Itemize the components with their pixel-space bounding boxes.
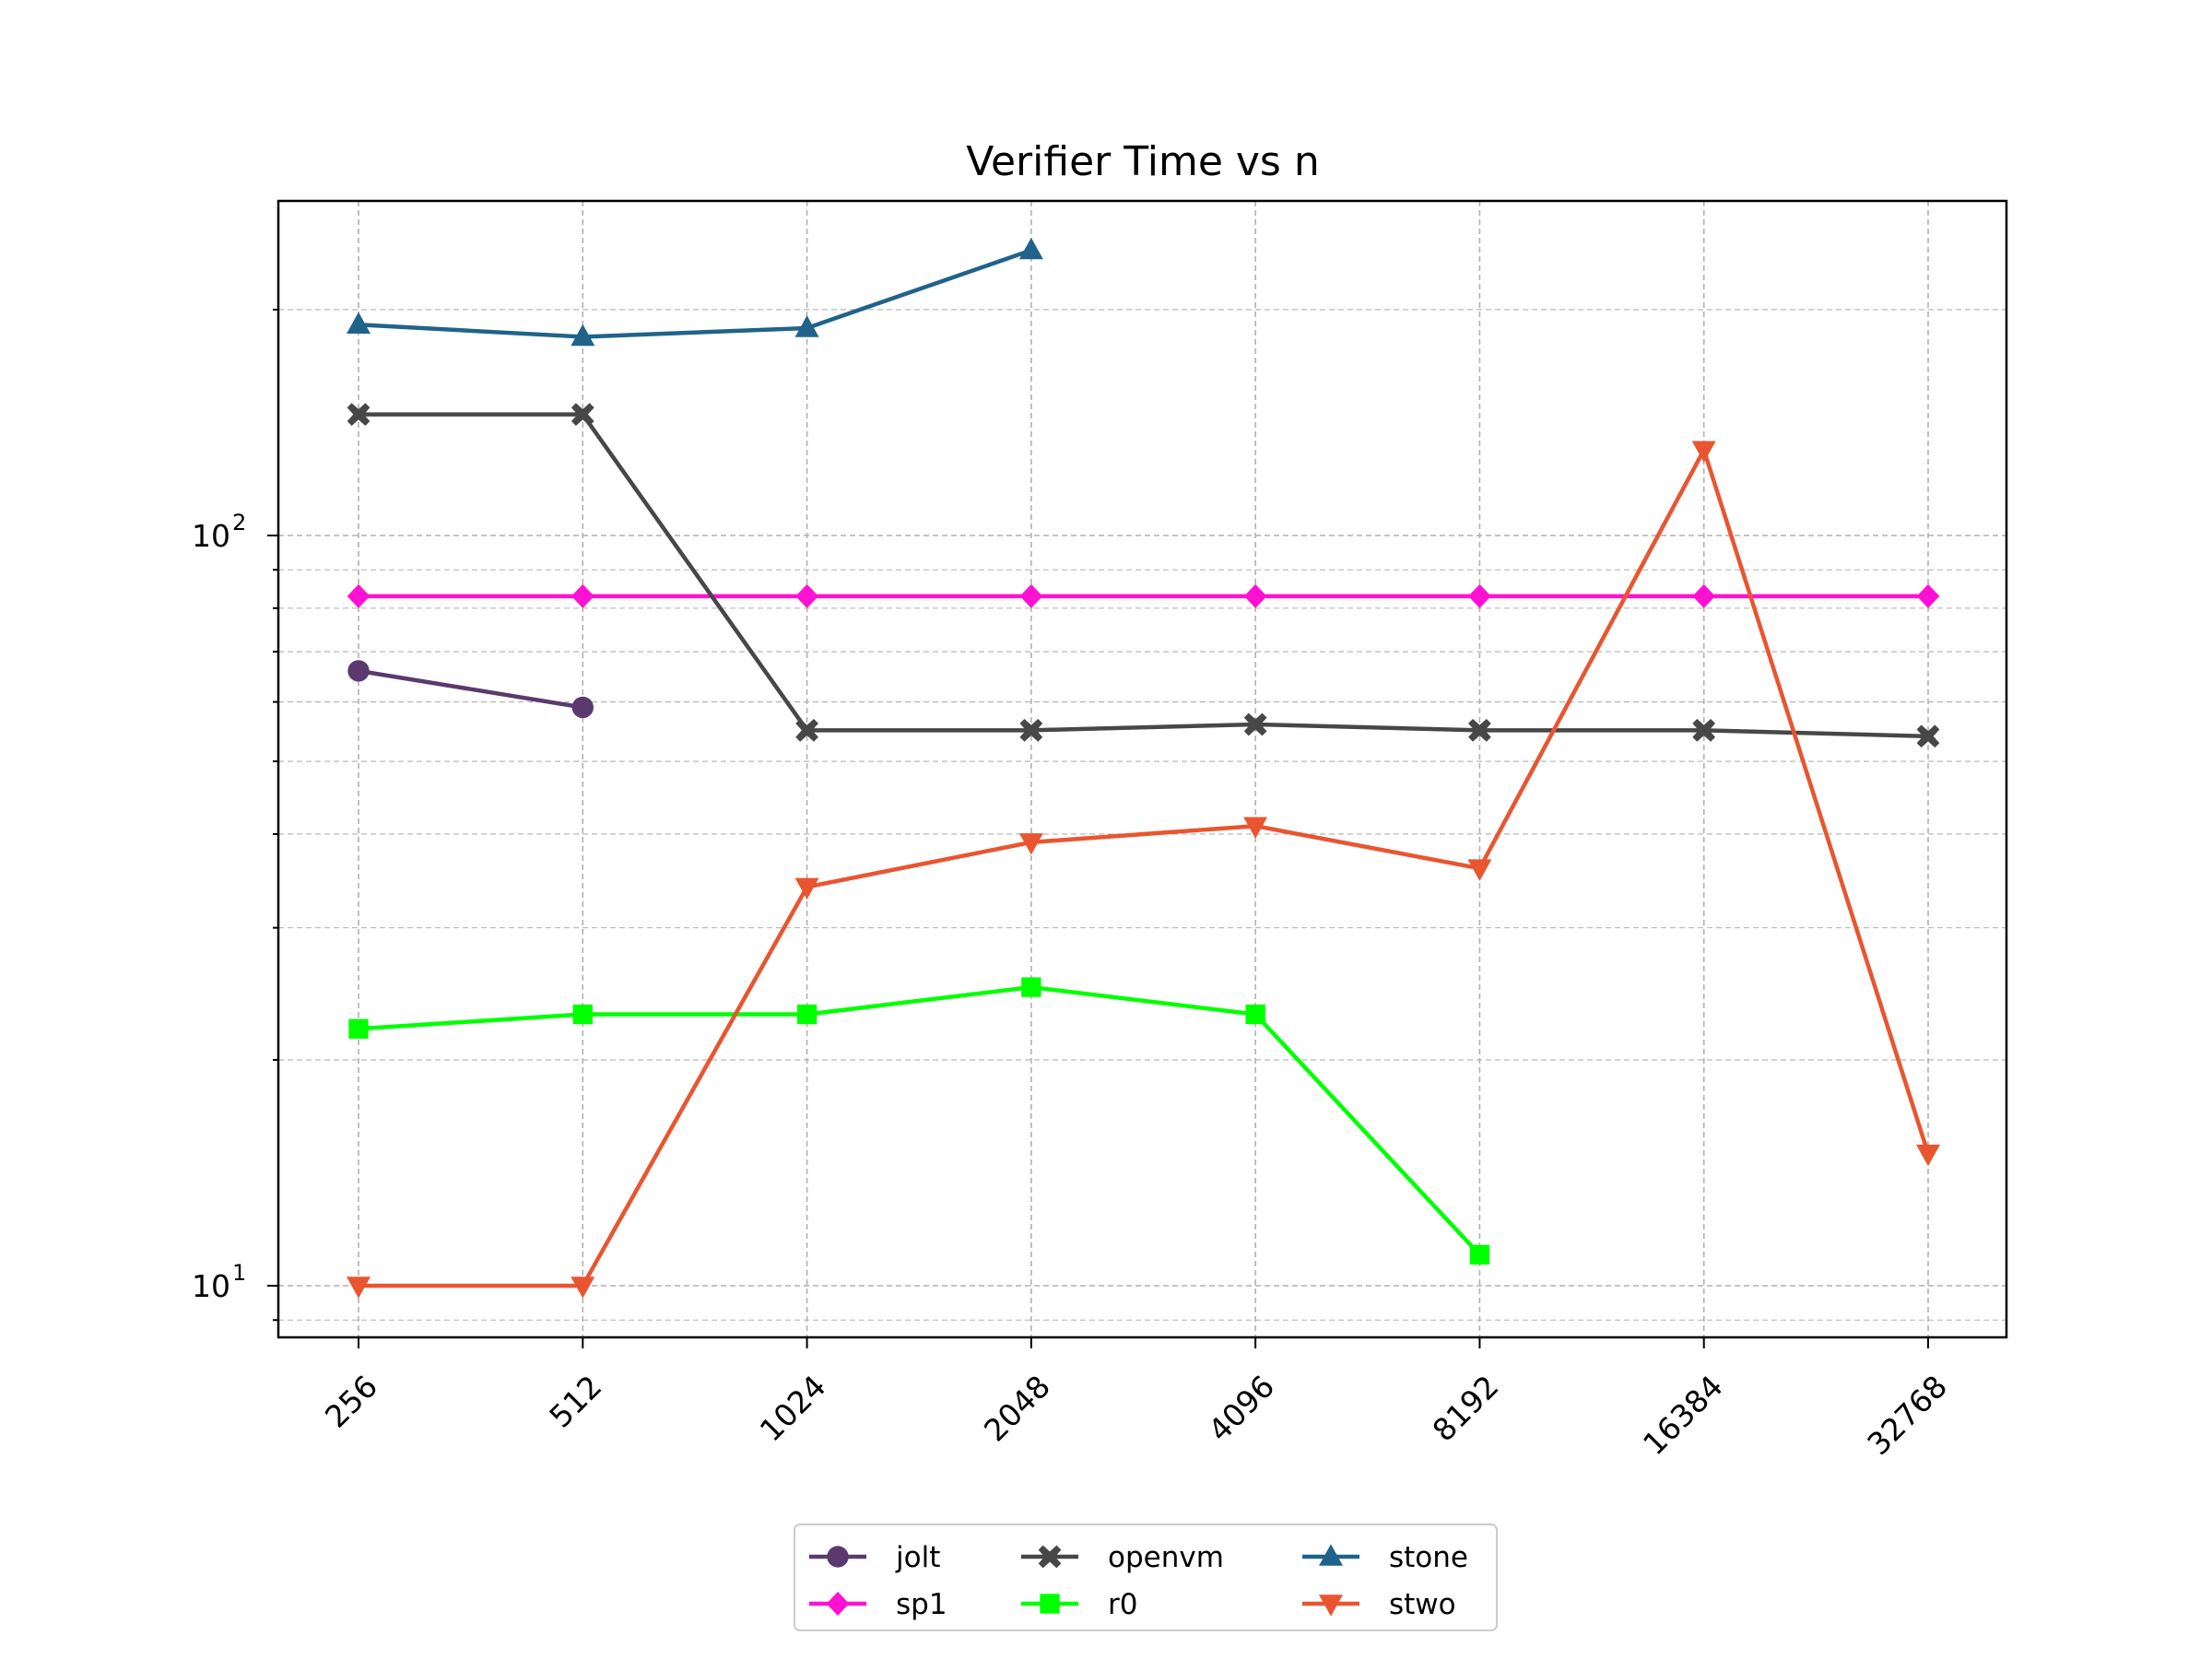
x-tick-label: 2048 bbox=[977, 1369, 1057, 1449]
series-stwo bbox=[347, 441, 1940, 1299]
legend-marker-openvm bbox=[1038, 1545, 1062, 1569]
data-point-r0 bbox=[1245, 1004, 1265, 1025]
data-point-openvm bbox=[1019, 718, 1043, 742]
series-line-stone bbox=[358, 248, 1032, 339]
legend-item-openvm: openvm bbox=[1021, 1541, 1224, 1574]
data-point-stwo bbox=[794, 877, 819, 900]
data-point-sp1 bbox=[571, 583, 594, 608]
data-point-r0 bbox=[572, 1004, 593, 1025]
x-tick-label: 1024 bbox=[753, 1369, 833, 1449]
legend-label: r0 bbox=[1108, 1588, 1137, 1621]
x-tick-label: 8192 bbox=[1426, 1369, 1506, 1449]
data-point-openvm bbox=[1692, 718, 1716, 742]
legend-label: jolt bbox=[895, 1541, 940, 1574]
x-tick-label: 32768 bbox=[1860, 1369, 1954, 1463]
y-tick-label: 10 bbox=[192, 518, 230, 554]
legend-label: stwo bbox=[1389, 1588, 1456, 1621]
data-point-stwo bbox=[1916, 1144, 1940, 1167]
data-point-openvm bbox=[1916, 724, 1940, 748]
series-sp1 bbox=[347, 583, 1940, 608]
legend: jolt sp1 openvm r0 stone stwo bbox=[794, 1524, 1498, 1631]
legend-item-r0: r0 bbox=[1021, 1588, 1137, 1621]
legend-item-stwo: stwo bbox=[1302, 1588, 1456, 1621]
chart-title: Verifier Time vs n bbox=[966, 138, 1319, 185]
legend-marker-stone bbox=[1319, 1544, 1343, 1566]
x-tick-label: 16384 bbox=[1636, 1369, 1730, 1463]
x-tick-label: 256 bbox=[318, 1369, 384, 1435]
data-point-openvm bbox=[1468, 718, 1491, 742]
grid bbox=[278, 201, 2006, 1337]
data-point-sp1 bbox=[1243, 583, 1267, 608]
data-point-jolt bbox=[347, 660, 370, 682]
data-point-stone bbox=[347, 312, 371, 334]
legend-item-sp1: sp1 bbox=[809, 1588, 947, 1621]
series-openvm bbox=[347, 403, 1940, 748]
data-point-sp1 bbox=[1916, 583, 1940, 608]
x-tick-label: 4096 bbox=[1201, 1369, 1281, 1449]
data-point-openvm bbox=[571, 403, 594, 426]
series-line-openvm bbox=[359, 412, 1929, 739]
data-point-sp1 bbox=[795, 583, 818, 608]
series-line-r0 bbox=[358, 984, 1482, 1256]
legend-label: openvm bbox=[1108, 1541, 1224, 1574]
legend-marker-r0 bbox=[1040, 1594, 1060, 1614]
legend-item-jolt: jolt bbox=[809, 1541, 940, 1574]
y-tick-label-exponent: 2 bbox=[232, 510, 246, 535]
data-point-stwo bbox=[1243, 817, 1268, 839]
legend-marker-sp1 bbox=[826, 1592, 850, 1616]
legend-label: stone bbox=[1389, 1541, 1468, 1574]
series-stone bbox=[347, 237, 1043, 347]
data-point-stwo bbox=[571, 1277, 595, 1299]
data-point-sp1 bbox=[1019, 583, 1043, 608]
data-point-r0 bbox=[1021, 977, 1041, 997]
legend-marker-jolt bbox=[827, 1546, 849, 1568]
series-jolt bbox=[347, 660, 594, 719]
data-point-stone bbox=[794, 315, 819, 337]
data-point-r0 bbox=[796, 1004, 818, 1025]
data-point-stone bbox=[571, 324, 595, 347]
legend-label: sp1 bbox=[896, 1588, 947, 1621]
y-tick-label-exponent: 1 bbox=[232, 1260, 246, 1286]
data-point-stwo bbox=[1018, 833, 1043, 855]
plot-frame bbox=[276, 199, 2008, 1339]
series-layer bbox=[347, 237, 1940, 1299]
series-r0 bbox=[348, 977, 1490, 1265]
series-line-jolt bbox=[358, 668, 583, 710]
legend-item-stone: stone bbox=[1302, 1541, 1468, 1574]
data-point-openvm bbox=[1243, 712, 1267, 736]
x-tick-label: 512 bbox=[542, 1369, 608, 1435]
data-point-stone bbox=[1018, 237, 1043, 260]
data-point-r0 bbox=[1469, 1244, 1490, 1265]
data-point-stwo bbox=[1691, 441, 1716, 463]
series-line-stwo bbox=[359, 448, 1931, 1288]
data-point-sp1 bbox=[1692, 583, 1716, 608]
data-point-sp1 bbox=[1468, 583, 1491, 608]
data-point-openvm bbox=[795, 718, 818, 742]
data-point-r0 bbox=[348, 1018, 369, 1039]
data-point-sp1 bbox=[347, 583, 371, 608]
data-point-openvm bbox=[347, 403, 371, 426]
legend-marker-stwo bbox=[1319, 1594, 1343, 1617]
y-tick-label: 10 bbox=[192, 1268, 230, 1304]
data-point-jolt bbox=[571, 696, 594, 719]
data-point-stwo bbox=[1467, 859, 1492, 881]
data-point-stwo bbox=[347, 1277, 371, 1299]
